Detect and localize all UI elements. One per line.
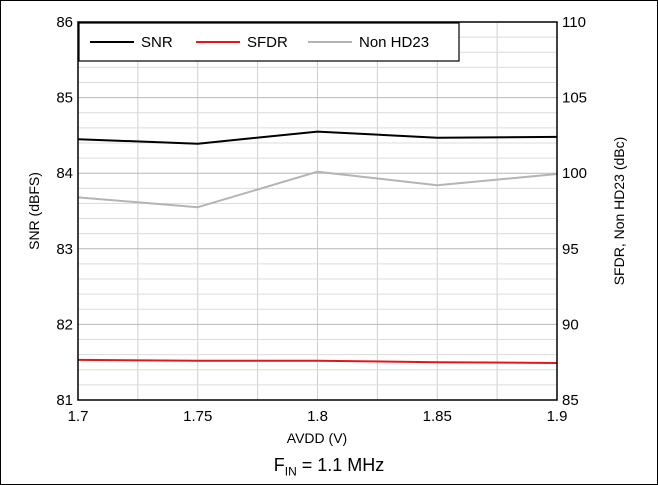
- y-tick-label: 85: [56, 90, 73, 107]
- y-axis-title: SNR (dBFS): [26, 172, 42, 250]
- caption-rest: = 1.1 MHz: [296, 455, 385, 475]
- y-tick-label: 84: [56, 165, 73, 182]
- x-tick-label: 1.7: [68, 408, 89, 425]
- y-tick-label: 81: [56, 392, 73, 409]
- caption-subscript: IN: [284, 464, 297, 479]
- legend-label-sfdr: SFDR: [247, 34, 288, 51]
- legend-box: [78, 22, 460, 62]
- legend-label-non-hd23: Non HD23: [359, 34, 429, 51]
- x-tick-label: 1.9: [547, 408, 568, 425]
- y-tick-label: 82: [56, 316, 73, 333]
- y2-tick-label: 95: [562, 241, 579, 258]
- y2-tick-label: 100: [562, 165, 587, 182]
- y2-tick-label: 110: [562, 14, 586, 31]
- y2-tick-label: 90: [562, 316, 579, 333]
- series-line-snr: [77, 130, 558, 145]
- caption-main: F: [273, 455, 285, 475]
- y-tick-label: 83: [56, 241, 73, 258]
- y2-tick-label: 105: [562, 90, 587, 107]
- y-tick-label: 86: [56, 14, 73, 31]
- x-tick-label: 1.85: [423, 408, 452, 425]
- series-line-non-hd23: [77, 170, 558, 209]
- legend: SNR SFDR Non HD23: [78, 22, 460, 62]
- series-line-sfdr: [77, 358, 558, 364]
- x-tick-label: 1.8: [307, 408, 328, 425]
- y2-tick-label: 85: [562, 392, 579, 409]
- plot-border: [77, 21, 558, 401]
- x-axis-title: AVDD (V): [287, 430, 347, 446]
- tick-labels: 1.7 1.75 1.8 1.85 1.9 81 82 83 84 85 86 85 90 95 100 10…: [56, 14, 587, 425]
- y2-axis-title: SFDR, Non HD23 (dBc): [611, 137, 627, 286]
- grid: [78, 22, 557, 400]
- legend-label-snr: SNR: [141, 34, 173, 51]
- series-lines: [77, 130, 558, 364]
- chart-caption: FIN = 1.1 MHz: [0, 455, 658, 479]
- x-tick-label: 1.75: [183, 408, 212, 425]
